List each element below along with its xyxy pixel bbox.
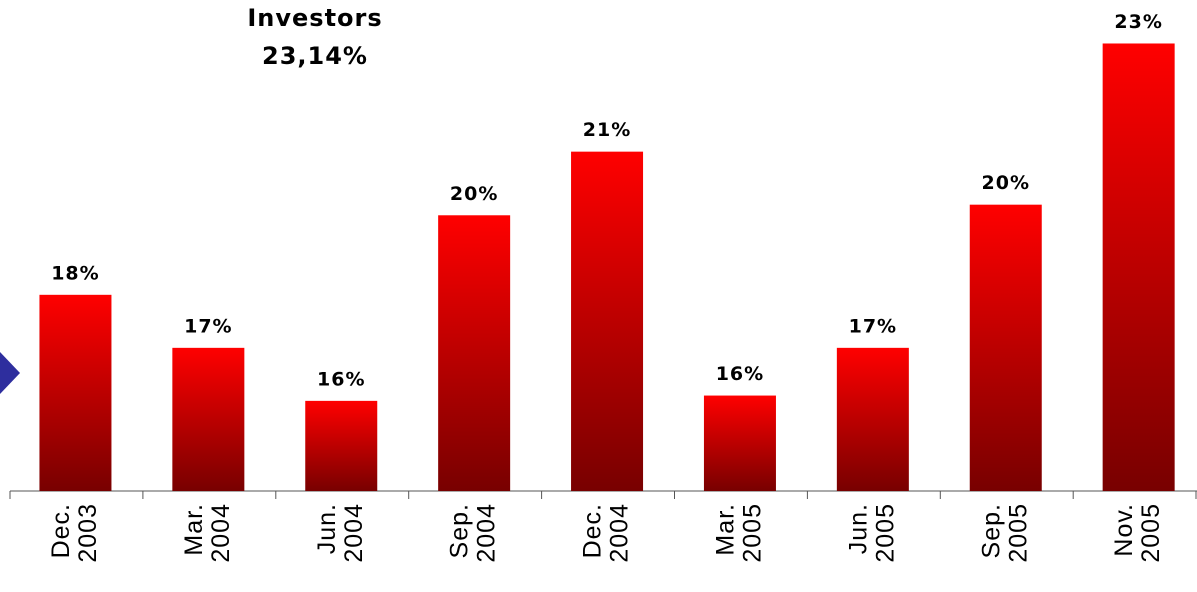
x-tick-label: Nov.2005: [1110, 503, 1165, 563]
x-tick-label: Mar.2004: [179, 503, 234, 563]
value-label: 18%: [51, 262, 99, 284]
chart-title: Investors: [247, 4, 382, 32]
bar: [305, 400, 378, 491]
pointer-arrow: [0, 352, 20, 394]
value-label: 20%: [450, 183, 498, 205]
bar: [703, 395, 776, 491]
bar: [1102, 43, 1175, 491]
value-label: 17%: [849, 315, 897, 337]
bar: [969, 204, 1042, 491]
value-label: 16%: [317, 368, 365, 390]
value-label: 23%: [1114, 11, 1162, 33]
bar: [172, 347, 245, 491]
chart-subtitle: 23,14%: [262, 42, 368, 70]
x-tick-label: Sep.2004: [445, 503, 500, 563]
x-tick-label: Dec.2003: [47, 503, 102, 563]
bar: [438, 215, 511, 492]
bar: [836, 347, 909, 491]
value-label: 16%: [716, 363, 764, 385]
value-label: 20%: [982, 172, 1030, 194]
x-tick-label: Dec.2004: [578, 503, 633, 563]
value-label: 17%: [184, 315, 232, 337]
x-tick-label: Jun.2004: [312, 503, 367, 563]
bar: [39, 294, 112, 491]
x-tick-label: Jun.2005: [844, 503, 899, 563]
x-tick-label: Sep.2005: [977, 503, 1032, 563]
x-tick-label: Mar.2005: [711, 503, 766, 563]
value-label: 21%: [583, 119, 631, 141]
bar: [571, 151, 644, 491]
